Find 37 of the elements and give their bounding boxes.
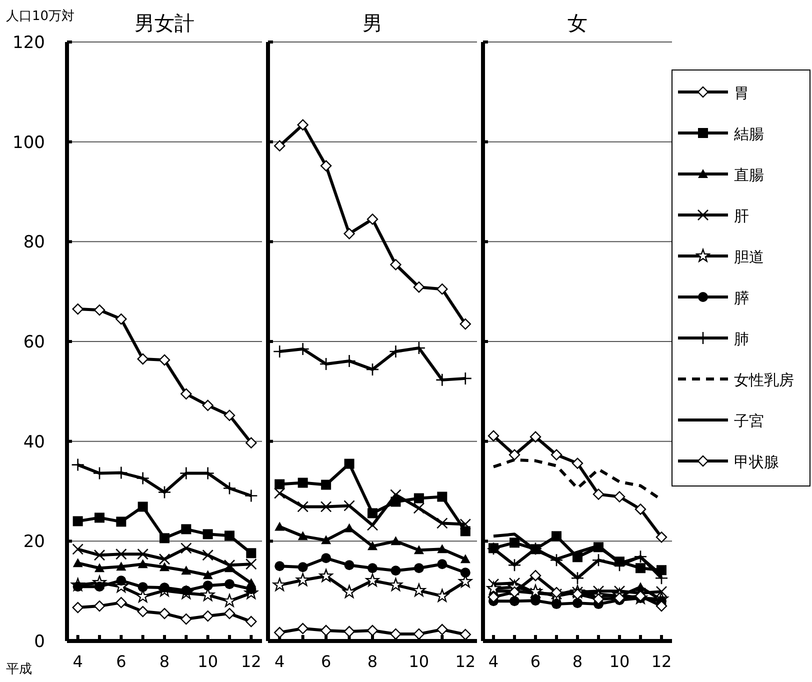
y-axis-title: 人口10万対 <box>6 8 75 24</box>
y-tick-label: 20 <box>23 532 45 552</box>
y-tick-label: 40 <box>23 432 45 452</box>
y-tick-label: 0 <box>34 632 45 652</box>
y-tick-label: 120 <box>12 33 45 53</box>
x-tick-label: 8 <box>367 652 378 671</box>
y-tick-label: 100 <box>12 132 45 153</box>
x-tick-label: 12 <box>651 652 672 671</box>
legend-label: 肝 <box>734 207 749 225</box>
chart-title: 男 <box>362 11 382 35</box>
y-tick-label: 60 <box>23 332 45 352</box>
x-tick-label: 12 <box>455 652 476 671</box>
legend-label: 肺 <box>734 330 749 348</box>
x-tick-label: 12 <box>240 652 262 671</box>
x-tick-label: 6 <box>530 652 541 671</box>
legend-label: 女性乳房 <box>734 371 794 389</box>
x-tick-label: 4 <box>274 652 285 671</box>
x-tick-label: 6 <box>116 652 126 671</box>
x-tick-label: 6 <box>320 652 332 671</box>
chart-title: 女 <box>568 11 588 35</box>
x-tick-label: 8 <box>572 652 583 671</box>
legend-label: 甲状腺 <box>734 453 779 471</box>
x-tick-label: 10 <box>609 652 630 671</box>
legend-label: 子宮 <box>734 412 764 430</box>
chart-title: 男女計 <box>134 11 194 35</box>
legend-label: 膵 <box>734 289 749 307</box>
x-tick-label: 4 <box>72 652 83 671</box>
legend-label: 胃 <box>734 84 749 102</box>
text: 平成 <box>6 662 32 677</box>
y-tick-label: 80 <box>23 232 45 253</box>
x-tick-label: 10 <box>408 652 430 671</box>
legend-label: 直腸 <box>734 166 764 184</box>
x-tick-label: 8 <box>159 652 170 671</box>
x-tick-label: 4 <box>488 652 499 671</box>
x-tick-label: 10 <box>198 652 218 671</box>
legend-label: 結腸 <box>733 125 764 143</box>
legend-label: 胆道 <box>734 248 764 266</box>
